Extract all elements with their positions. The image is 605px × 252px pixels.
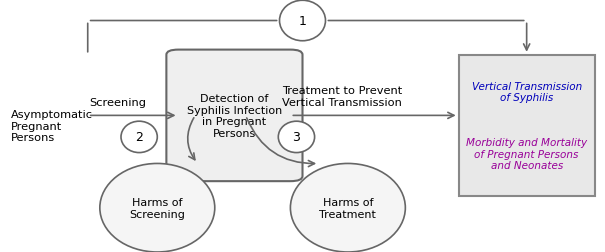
Text: 1: 1: [298, 15, 307, 28]
Ellipse shape: [278, 122, 315, 153]
Text: Treatment to Prevent
Vertical Transmission: Treatment to Prevent Vertical Transmissi…: [282, 86, 402, 107]
Ellipse shape: [280, 1, 325, 42]
Ellipse shape: [121, 122, 157, 153]
Text: 3: 3: [292, 131, 301, 144]
Text: Harms of
Treatment: Harms of Treatment: [319, 197, 376, 219]
Text: 2: 2: [135, 131, 143, 144]
Text: Detection of
Syphilis Infection
in Pregnant
Persons: Detection of Syphilis Infection in Pregn…: [187, 93, 282, 138]
FancyBboxPatch shape: [459, 55, 595, 197]
Text: Morbidity and Mortality
of Pregnant Persons
and Neonates: Morbidity and Mortality of Pregnant Pers…: [466, 138, 587, 171]
Ellipse shape: [290, 164, 405, 252]
Text: Asymptomatic
Pregnant
Persons: Asymptomatic Pregnant Persons: [11, 109, 93, 143]
Text: Vertical Transmission
of Syphilis: Vertical Transmission of Syphilis: [471, 81, 582, 103]
Text: Screening: Screening: [90, 97, 146, 107]
Ellipse shape: [100, 164, 215, 252]
Text: Harms of
Screening: Harms of Screening: [129, 197, 185, 219]
FancyBboxPatch shape: [166, 50, 302, 181]
